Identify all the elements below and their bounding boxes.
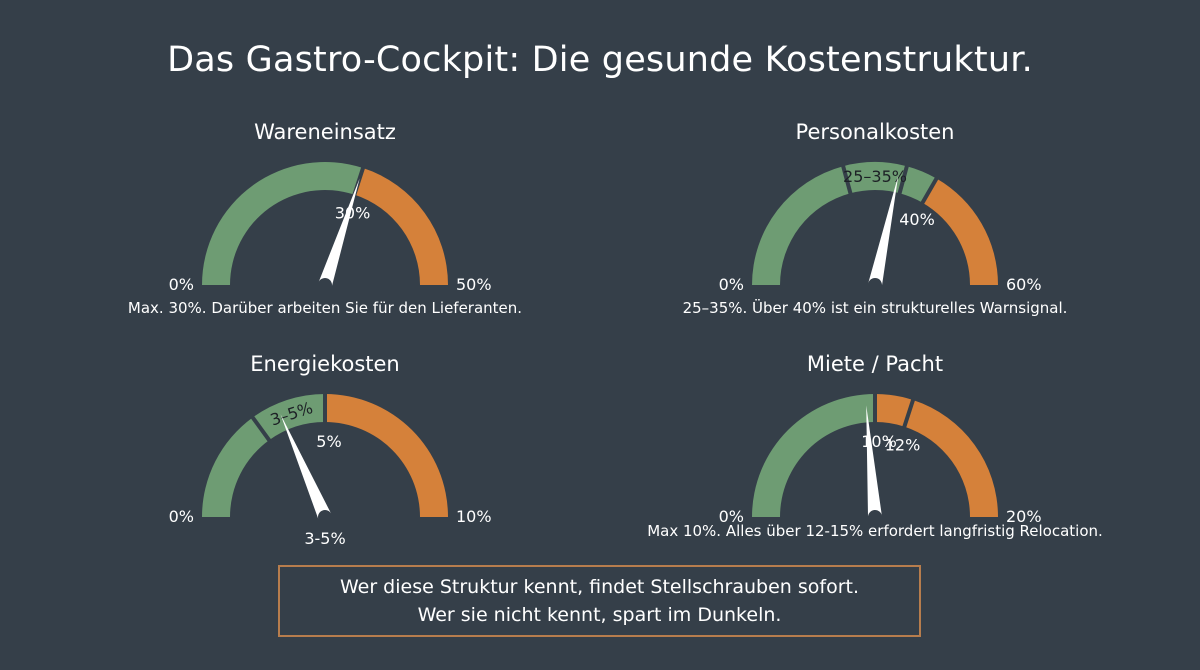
gauge-zone-divider bbox=[840, 164, 853, 195]
gauge-title: Miete / Pacht bbox=[806, 352, 944, 376]
gauge-max-label: 20% bbox=[1006, 507, 1042, 526]
gauge-zone-orange bbox=[354, 168, 448, 285]
gauge-needle bbox=[868, 175, 899, 287]
gauge-needle-label: 3-5% bbox=[304, 529, 345, 548]
gauge-miete-pacht: Miete / Pacht 0% 20% 10% 12% bbox=[575, 352, 1175, 582]
gauge-min-label: 0% bbox=[719, 507, 744, 526]
page-title: Das Gastro-Cockpit: Die gesunde Kostenst… bbox=[167, 40, 1033, 80]
gauge-caption: 25–35%. Über 40% ist ein strukturelles W… bbox=[682, 299, 1068, 317]
gauge-max-label: 60% bbox=[1006, 275, 1042, 294]
gauge-zone-orange bbox=[875, 394, 914, 427]
gauge-svg: 0% 20% 10%12% bbox=[719, 393, 1042, 526]
gauge-min-label: 0% bbox=[169, 507, 194, 526]
gauge-title: Wareneinsatz bbox=[254, 120, 396, 144]
gauge-min-label: 0% bbox=[719, 275, 744, 294]
gauge-caption: Max. 30%. Darüber arbeiten Sie für den L… bbox=[127, 299, 523, 317]
gauge-svg: 3–5%0% 10%5%3-5% bbox=[169, 393, 492, 548]
gauge-title: Energiekosten bbox=[250, 352, 400, 376]
gauge-zone-green bbox=[202, 417, 270, 517]
gauge-zone-green bbox=[202, 162, 364, 285]
gauge-needle bbox=[318, 178, 360, 288]
gauge-zone-orange bbox=[325, 394, 448, 517]
gauge-title: Personalkosten bbox=[795, 120, 955, 144]
gauge-zone-label: 25–35% bbox=[843, 167, 907, 186]
gauge-marker-label: 40% bbox=[899, 210, 935, 229]
gauge-zone-green bbox=[252, 394, 325, 441]
gauge-min-label: 0% bbox=[169, 275, 194, 294]
gauge-zone-green bbox=[752, 166, 851, 285]
gauge-max-label: 10% bbox=[456, 507, 492, 526]
gauge-personalkosten: Personalkosten 25–35% 0% 60% 40% bbox=[575, 120, 1175, 350]
gauge-marker-label: 12% bbox=[885, 436, 921, 455]
gauge-marker-label: 5% bbox=[316, 432, 341, 451]
gauge-svg: 0% 50% 30% bbox=[169, 162, 492, 294]
gauge-max-label: 50% bbox=[456, 275, 492, 294]
callout-box: Wer diese Struktur kennt, findet Stellsc… bbox=[278, 565, 921, 637]
gauge-caption: Max 10%. Alles über 12-15% erfordert lan… bbox=[647, 522, 1103, 540]
callout-line-2: Wer sie nicht kennt, spart im Dunkeln. bbox=[417, 604, 782, 626]
gauge-zone-divider bbox=[250, 415, 272, 443]
gauge-energiekosten: Energiekosten 3–5% 0% 10% 5% 3-5% bbox=[25, 352, 625, 582]
gauge-zone-orange bbox=[922, 178, 998, 285]
gauge-zone-divider bbox=[920, 176, 939, 205]
gauge-zone-green bbox=[752, 394, 875, 517]
gauge-svg: 25–35% 0% 60% 40% bbox=[719, 162, 1042, 294]
gauge-zone-divider bbox=[897, 164, 910, 195]
gauge-wareneinsatz: Wareneinsatz 0% 50% 30% bbox=[25, 120, 625, 350]
callout-line-1: Wer diese Struktur kennt, findet Stellsc… bbox=[339, 576, 860, 598]
gauge-zone-orange bbox=[904, 400, 998, 517]
gauge-zone-green bbox=[843, 162, 907, 194]
gauge-needle bbox=[280, 414, 332, 520]
gauge-marker-label: 10% bbox=[861, 432, 897, 451]
gauge-zone-divider bbox=[902, 398, 916, 429]
gauge-needle bbox=[866, 405, 882, 518]
gauge-marker-label: 30% bbox=[335, 204, 371, 223]
